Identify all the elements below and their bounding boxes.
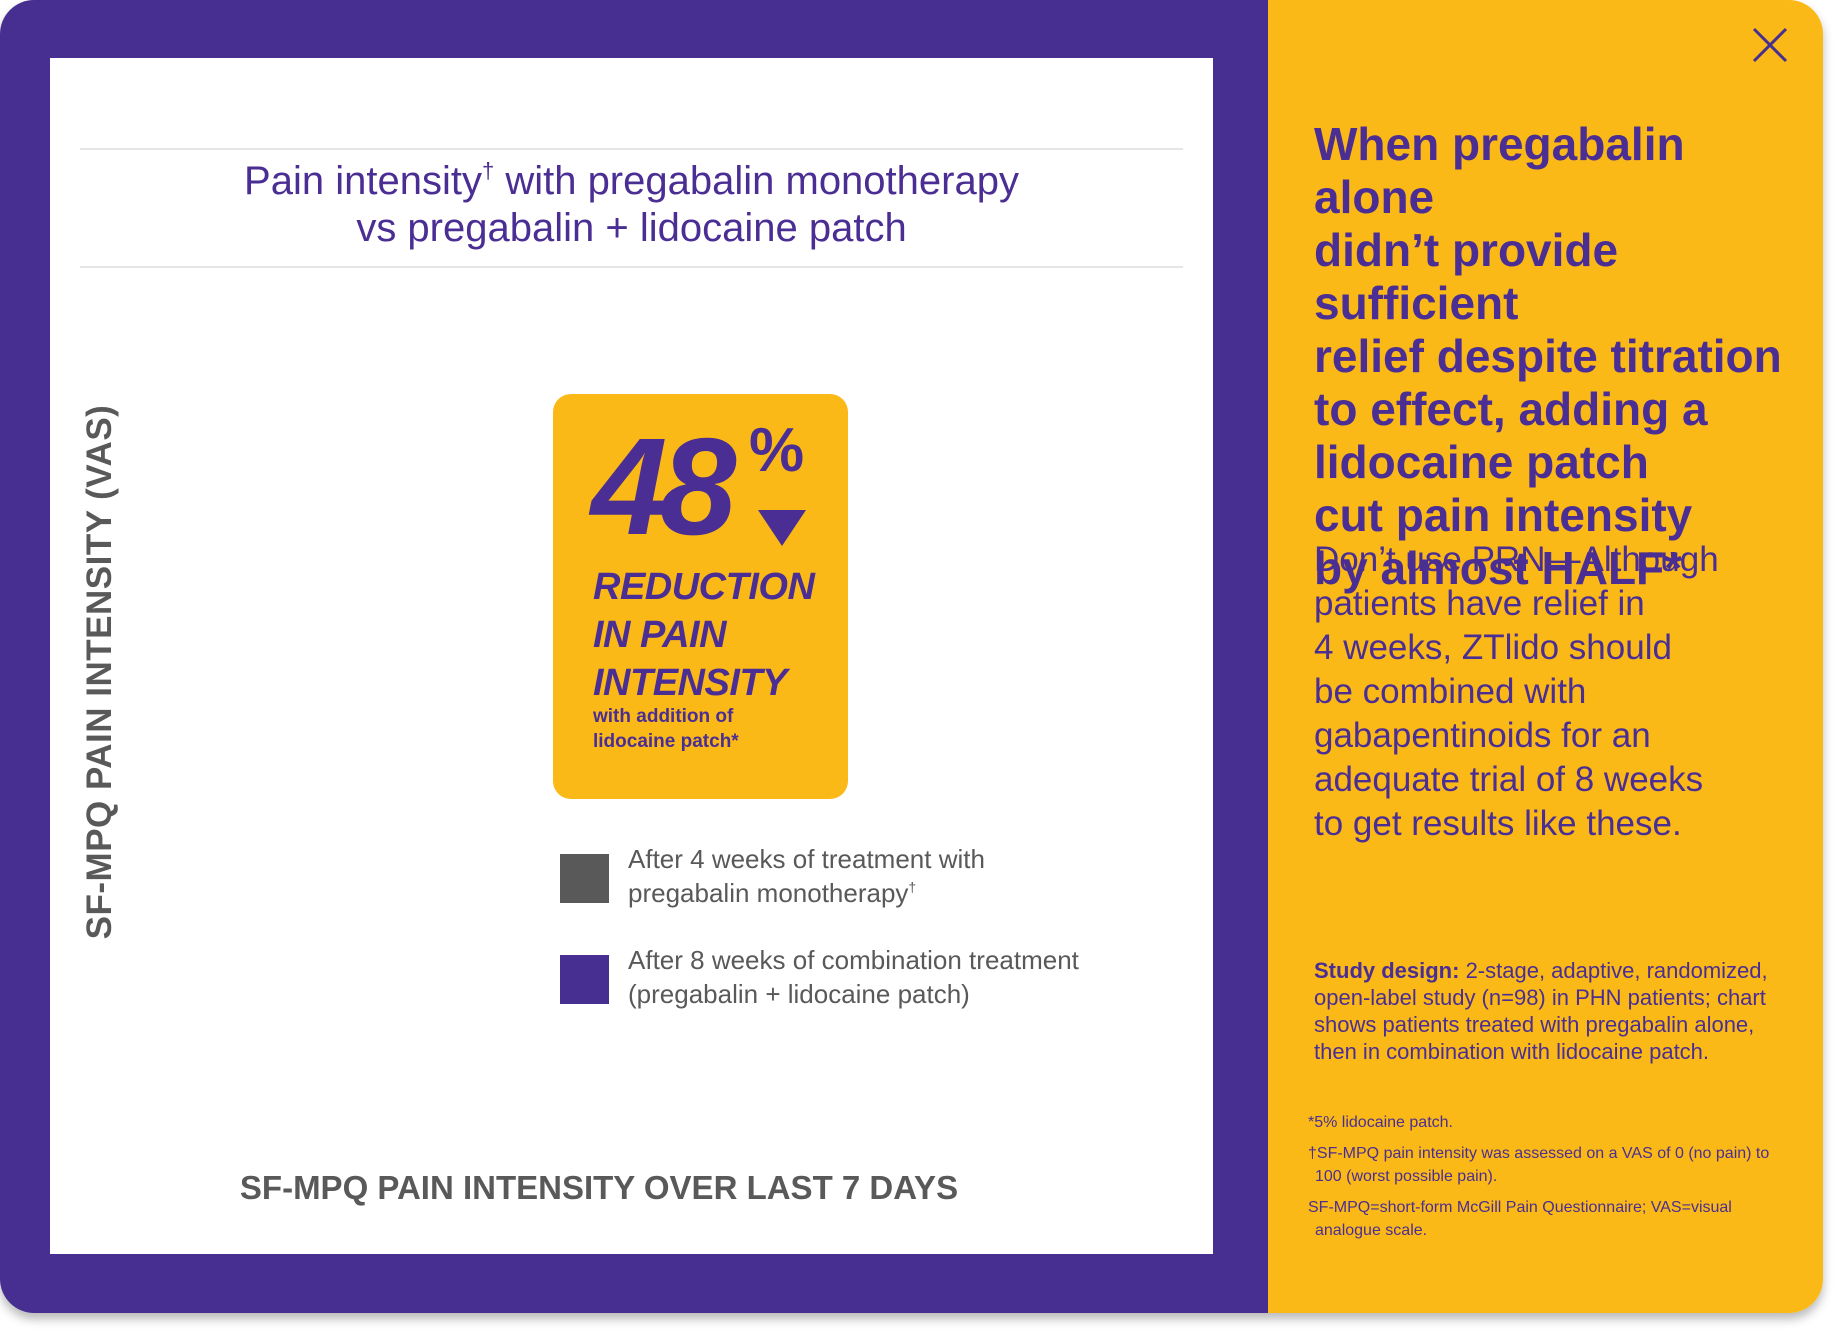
legend-label-line2: (pregabalin + lidocaine patch)	[628, 979, 970, 1009]
reduction-label-line3: INTENSITY	[593, 662, 787, 704]
close-button[interactable]	[1749, 24, 1791, 66]
chart-panel: Pain intensity† with pregabalin monother…	[0, 0, 1268, 1313]
legend-label: After 8 weeks of combination treatment (…	[628, 943, 1128, 1011]
title-bottom-rule	[80, 266, 1183, 268]
reduction-label: REDUCTION IN PAIN INTENSITY	[593, 563, 843, 707]
footnotes: *5% lidocaine patch. †SF-MPQ pain intens…	[1308, 1111, 1788, 1250]
body-line: gabapentinoids for an	[1314, 716, 1651, 755]
dagger-mark: †	[908, 879, 917, 895]
chart-title-text-rest: with pregabalin monotherapy	[494, 159, 1019, 203]
reduction-callout: 48 % REDUCTION IN PAIN INTENSITY with ad…	[553, 394, 848, 799]
percent-sign: %	[749, 416, 805, 485]
study-design-note: Study design: 2-stage, adaptive, randomi…	[1314, 957, 1784, 1065]
headline-line: relief despite titration	[1314, 330, 1782, 382]
x-axis-label: SF-MPQ PAIN INTENSITY OVER LAST 7 DAYS	[239, 1169, 959, 1206]
legend-label-line1: After 8 weeks of combination treatment	[628, 945, 1079, 975]
y-axis-label: SF-MPQ PAIN INTENSITY (VAS)	[80, 404, 119, 940]
callout-subtext: with addition of lidocaine patch*	[593, 704, 793, 754]
dagger-mark: †	[481, 158, 495, 183]
close-icon	[1752, 27, 1788, 63]
headline-line: When pregabalin alone	[1314, 118, 1685, 223]
info-sidebar: When pregabalin alone didn’t provide suf…	[1268, 0, 1823, 1313]
body-line: be combined with	[1314, 672, 1587, 711]
legend-swatch-gray	[560, 854, 609, 903]
callout-subtext-line2: lidocaine patch*	[593, 731, 739, 752]
title-top-rule	[80, 148, 1183, 150]
chart-title-line2: vs pregabalin + lidocaine patch	[356, 206, 907, 250]
legend-swatch-purple	[560, 955, 609, 1004]
headline-line: by almost HALF*	[1314, 542, 1683, 594]
reduction-label-line2: IN PAIN	[593, 614, 727, 656]
reduction-label-line1: REDUCTION	[593, 566, 815, 608]
body-line: Don’t use PRN—Although	[1314, 540, 1719, 579]
chart-title: Pain intensity† with pregabalin monother…	[80, 158, 1183, 252]
study-design-text: 2-stage, adaptive, randomized, open-labe…	[1314, 958, 1768, 1064]
headline-line: to effect, adding a	[1314, 383, 1708, 435]
body-line: adequate trial of 8 weeks	[1314, 760, 1704, 799]
down-arrow-icon	[758, 510, 806, 546]
headline-line: cut pain intensity	[1314, 489, 1693, 541]
footnote-abbreviations: SF-MPQ=short-form McGill Pain Questionna…	[1308, 1199, 1732, 1239]
footnote-vas: †SF-MPQ pain intensity was assessed on a…	[1308, 1145, 1770, 1185]
body-line: patients have relief in	[1314, 584, 1645, 623]
callout-subtext-line1: with addition of	[593, 706, 734, 727]
sidebar-headline: When pregabalin alone didn’t provide suf…	[1314, 118, 1814, 595]
body-line: 4 weeks, ZTlido should	[1314, 628, 1672, 667]
legend-label-line1: After 4 weeks of treatment with	[628, 844, 985, 874]
legend-label: After 4 weeks of treatment with pregabal…	[628, 842, 1128, 910]
study-design-label: Study design:	[1314, 958, 1460, 983]
footnote-lidocaine: *5% lidocaine patch.	[1308, 1114, 1453, 1131]
headline-line: lidocaine patch	[1314, 436, 1649, 488]
headline-line: didn’t provide sufficient	[1314, 224, 1619, 329]
chart-title-text: Pain intensity	[244, 159, 482, 203]
sidebar-body-copy: Don’t use PRN—Although patients have rel…	[1314, 538, 1794, 846]
reduction-percentage: 48	[591, 410, 736, 564]
chart-card: Pain intensity† with pregabalin monother…	[50, 58, 1213, 1254]
legend-label-line2: pregabalin monotherapy	[628, 878, 909, 908]
body-line: to get results like these.	[1314, 804, 1682, 843]
